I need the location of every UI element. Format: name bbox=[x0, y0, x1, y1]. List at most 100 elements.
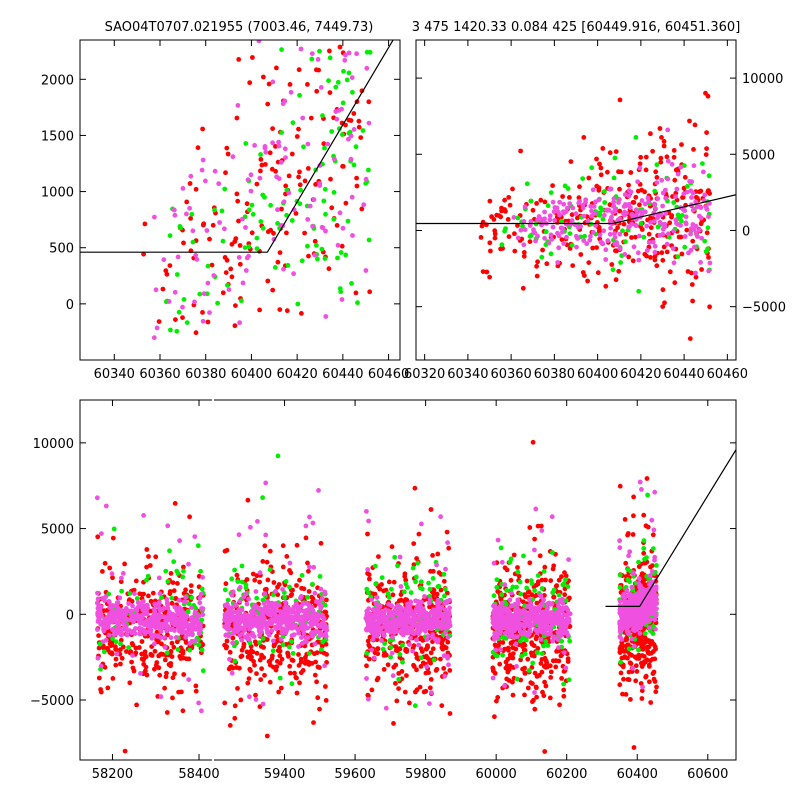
point-red bbox=[509, 578, 514, 583]
point-red bbox=[448, 711, 453, 716]
point-magenta bbox=[319, 587, 324, 592]
point-magenta bbox=[447, 606, 452, 611]
point-red bbox=[105, 686, 110, 691]
point-red bbox=[245, 577, 250, 582]
point-red bbox=[635, 669, 640, 674]
point-magenta bbox=[634, 207, 639, 212]
point-red bbox=[189, 589, 194, 594]
point-magenta bbox=[429, 690, 434, 695]
point-green bbox=[229, 576, 234, 581]
point-red bbox=[323, 610, 328, 615]
point-red bbox=[534, 635, 539, 640]
point-red bbox=[623, 517, 628, 522]
point-red bbox=[581, 270, 586, 275]
point-magenta bbox=[652, 528, 657, 533]
point-red bbox=[548, 696, 553, 701]
point-red bbox=[542, 680, 547, 685]
point-magenta bbox=[561, 209, 566, 214]
point-red bbox=[530, 681, 535, 686]
point-magenta bbox=[167, 299, 172, 304]
point-red bbox=[549, 670, 554, 675]
point-green bbox=[262, 195, 267, 200]
point-red bbox=[481, 269, 486, 274]
point-magenta bbox=[313, 591, 318, 596]
point-red bbox=[154, 660, 159, 665]
point-red bbox=[303, 659, 308, 664]
point-red bbox=[145, 673, 150, 678]
point-magenta bbox=[508, 598, 513, 603]
point-green bbox=[352, 163, 357, 168]
point-magenta bbox=[686, 251, 691, 256]
point-red bbox=[327, 266, 332, 271]
point-red bbox=[367, 572, 372, 577]
point-red bbox=[234, 665, 239, 670]
point-magenta bbox=[207, 310, 212, 315]
point-red bbox=[173, 317, 178, 322]
point-red bbox=[312, 651, 317, 656]
point-red bbox=[278, 250, 283, 255]
point-red bbox=[699, 267, 704, 272]
point-red bbox=[130, 641, 135, 646]
point-red bbox=[704, 146, 709, 151]
point-magenta bbox=[516, 236, 521, 241]
point-magenta bbox=[628, 205, 633, 210]
point-red bbox=[313, 673, 318, 678]
point-red bbox=[172, 588, 177, 593]
y-tick-label: 500 bbox=[49, 242, 74, 257]
point-green bbox=[181, 569, 186, 574]
point-green bbox=[261, 636, 266, 641]
point-magenta bbox=[676, 222, 681, 227]
point-red bbox=[479, 235, 484, 240]
point-red bbox=[581, 135, 586, 140]
point-magenta bbox=[698, 205, 703, 210]
point-green bbox=[642, 538, 647, 543]
point-red bbox=[170, 654, 175, 659]
point-green bbox=[305, 595, 310, 600]
point-magenta bbox=[564, 222, 569, 227]
point-green bbox=[167, 548, 172, 553]
point-green bbox=[567, 639, 572, 644]
point-green bbox=[541, 644, 546, 649]
point-red bbox=[110, 652, 115, 657]
point-magenta bbox=[308, 204, 313, 209]
point-red bbox=[629, 661, 634, 666]
x-tick-label: 60420 bbox=[276, 367, 317, 382]
point-green bbox=[492, 593, 497, 598]
point-red bbox=[255, 651, 260, 656]
point-green bbox=[250, 203, 255, 208]
point-red bbox=[540, 248, 545, 253]
point-magenta bbox=[299, 47, 304, 52]
point-magenta bbox=[626, 553, 631, 558]
point-magenta bbox=[576, 236, 581, 241]
point-red bbox=[245, 681, 250, 686]
point-magenta bbox=[673, 194, 678, 199]
point-magenta bbox=[200, 168, 205, 173]
point-magenta bbox=[367, 121, 372, 126]
point-green bbox=[413, 703, 418, 708]
point-red bbox=[386, 662, 391, 667]
point-green bbox=[544, 229, 549, 234]
point-magenta bbox=[561, 241, 566, 246]
point-red bbox=[594, 157, 599, 162]
point-green bbox=[169, 596, 174, 601]
point-magenta bbox=[689, 226, 694, 231]
point-red bbox=[532, 537, 537, 542]
point-magenta bbox=[375, 595, 380, 600]
point-magenta bbox=[651, 240, 656, 245]
point-magenta bbox=[225, 602, 230, 607]
point-red bbox=[394, 699, 399, 704]
point-magenta bbox=[276, 140, 281, 145]
point-magenta bbox=[687, 179, 692, 184]
point-magenta bbox=[627, 224, 632, 229]
point-green bbox=[530, 661, 535, 666]
point-magenta bbox=[666, 159, 671, 164]
point-green bbox=[602, 200, 607, 205]
point-magenta bbox=[117, 596, 122, 601]
point-red bbox=[181, 708, 186, 713]
point-magenta bbox=[307, 565, 312, 570]
point-red bbox=[694, 275, 699, 280]
point-red bbox=[299, 311, 304, 316]
point-magenta bbox=[249, 189, 254, 194]
x-tick-label: 60420 bbox=[620, 367, 661, 382]
